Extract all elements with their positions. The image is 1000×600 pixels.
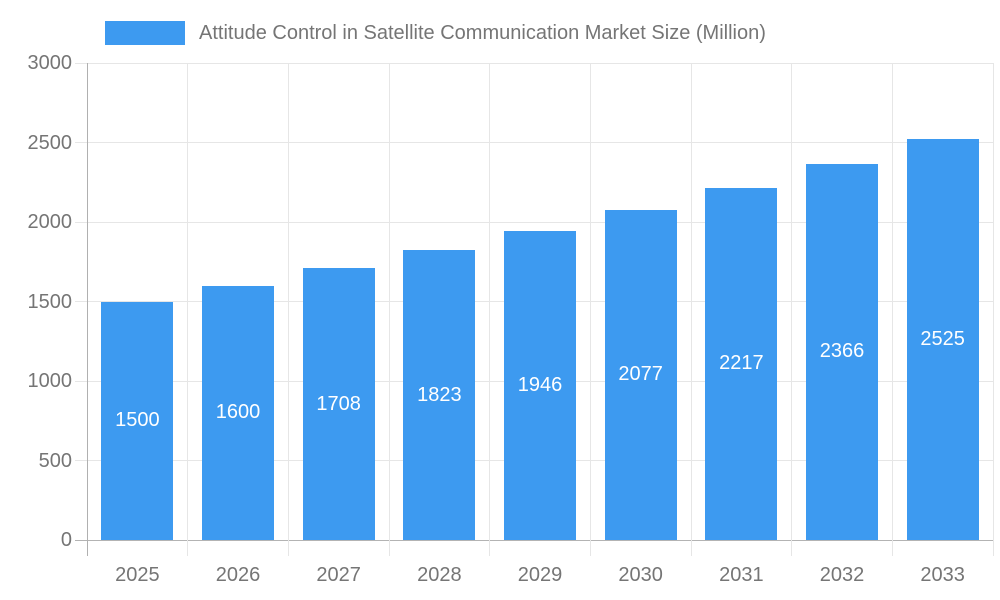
gridline-vertical [287,63,289,556]
y-tick-label: 500 [38,449,72,472]
bar-2031[interactable]: 2217 [705,187,778,540]
gridline-vertical [992,63,994,556]
bar-2028[interactable]: 1823 [403,250,476,540]
bar-2030[interactable]: 2077 [604,209,677,540]
bar-2029[interactable]: 1946 [504,230,576,540]
gridline-vertical [690,63,692,556]
legend-label: Attitude Control in Satellite Communicat… [199,21,766,44]
bar-2032[interactable]: 2366 [806,163,878,540]
y-tick-label: 3000 [27,52,73,74]
x-tick-label-2029: 2029 [517,564,563,586]
x-tick-label-2030: 2030 [618,564,663,586]
gridline-vertical [589,63,591,556]
bar-value-label: 1946 [517,373,563,396]
y-tick-label: 2500 [27,131,73,154]
bar-2025[interactable]: 1500 [101,301,174,540]
x-axis-baseline [75,539,993,541]
bar-value-label: 2525 [920,327,965,350]
legend-item[interactable]: Attitude Control in Satellite Communicat… [105,19,766,47]
y-tick-label: 2000 [27,211,73,233]
x-tick-label-2025: 2025 [115,564,160,586]
bar-value-label: 2217 [719,352,764,375]
gridline-vertical [791,63,793,556]
bar-value-label: 1708 [316,392,361,415]
y-tick-label: 1000 [27,370,73,392]
bar-2026[interactable]: 1600 [202,285,274,540]
gridline-horizontal [75,221,993,223]
gridline-vertical [891,63,893,556]
x-tick-label-2026: 2026 [215,564,261,586]
gridline-horizontal [75,142,993,143]
x-tick-label-2031: 2031 [719,564,764,586]
gridline-horizontal [75,62,993,64]
y-tick-label: 0 [60,529,72,551]
y-axis-line [86,63,88,556]
x-tick-label-2033: 2033 [920,564,965,586]
bar-value-label: 2366 [819,340,865,363]
bar-value-label: 1500 [115,409,160,432]
bar-value-label: 1600 [215,401,261,424]
y-tick-label: 1500 [27,290,73,313]
bar-2033[interactable]: 2525 [906,138,979,540]
bar-value-label: 2077 [618,363,663,386]
gridline-vertical [187,63,189,556]
x-tick-label-2032: 2032 [819,564,865,586]
plot-area: 1500 1600 1708 1823 1946 2077 2217 2366 2525 [75,62,994,556]
bar-value-label: 1823 [417,383,462,406]
x-tick-label-2027: 2027 [316,564,361,586]
gridline-vertical [388,63,390,556]
legend-swatch-icon [105,21,185,45]
x-tick-label-2028: 2028 [417,564,462,586]
bar-2027[interactable]: 1708 [302,268,375,540]
gridline-vertical [489,63,491,556]
